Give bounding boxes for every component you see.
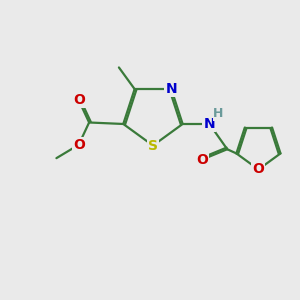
Text: H: H: [213, 107, 224, 120]
Text: O: O: [253, 163, 264, 176]
Text: N: N: [204, 117, 215, 131]
Text: O: O: [73, 138, 85, 152]
Text: S: S: [148, 139, 158, 152]
Text: O: O: [196, 153, 208, 166]
Text: N: N: [166, 82, 177, 96]
Text: O: O: [73, 93, 85, 107]
